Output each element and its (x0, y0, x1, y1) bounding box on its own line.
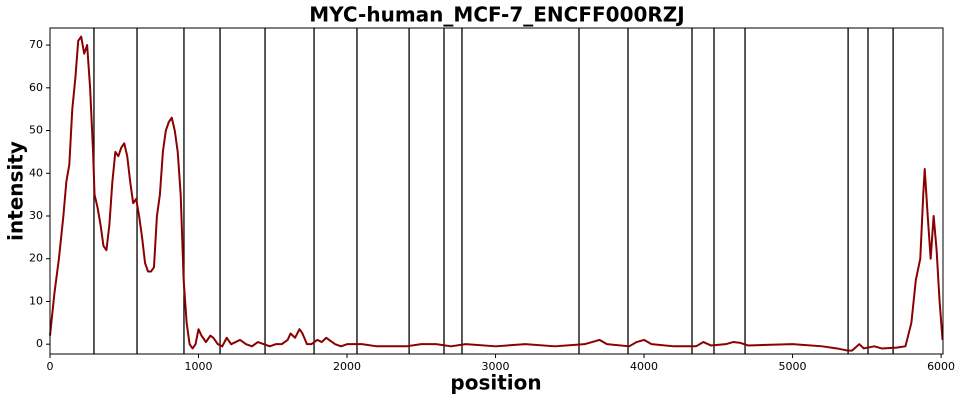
y-tick-label: 40 (29, 166, 43, 179)
y-tick-label: 20 (29, 252, 43, 265)
y-tick-label: 70 (29, 38, 43, 51)
data-line (49, 35, 944, 352)
y-tick-label: 60 (29, 81, 43, 94)
x-tick-label: 3000 (482, 360, 510, 373)
x-tick-label: 1000 (185, 360, 213, 373)
x-tick-label: 0 (47, 360, 54, 373)
x-tick-label: 4000 (630, 360, 658, 373)
y-tick-label: 10 (29, 294, 43, 307)
x-tick-label: 5000 (779, 360, 807, 373)
x-tick-label: 6000 (927, 360, 955, 373)
x-tick-label: 2000 (333, 360, 361, 373)
y-tick-label: 0 (36, 337, 43, 350)
y-tick-label: 50 (29, 124, 43, 137)
chart-title: MYC-human_MCF-7_ENCFF000RZJ (309, 3, 685, 27)
y-tick-label: 30 (29, 209, 43, 222)
x-axis-label: position (450, 371, 541, 395)
y-axis-label: intensity (4, 141, 28, 241)
plot-frame (49, 27, 944, 355)
